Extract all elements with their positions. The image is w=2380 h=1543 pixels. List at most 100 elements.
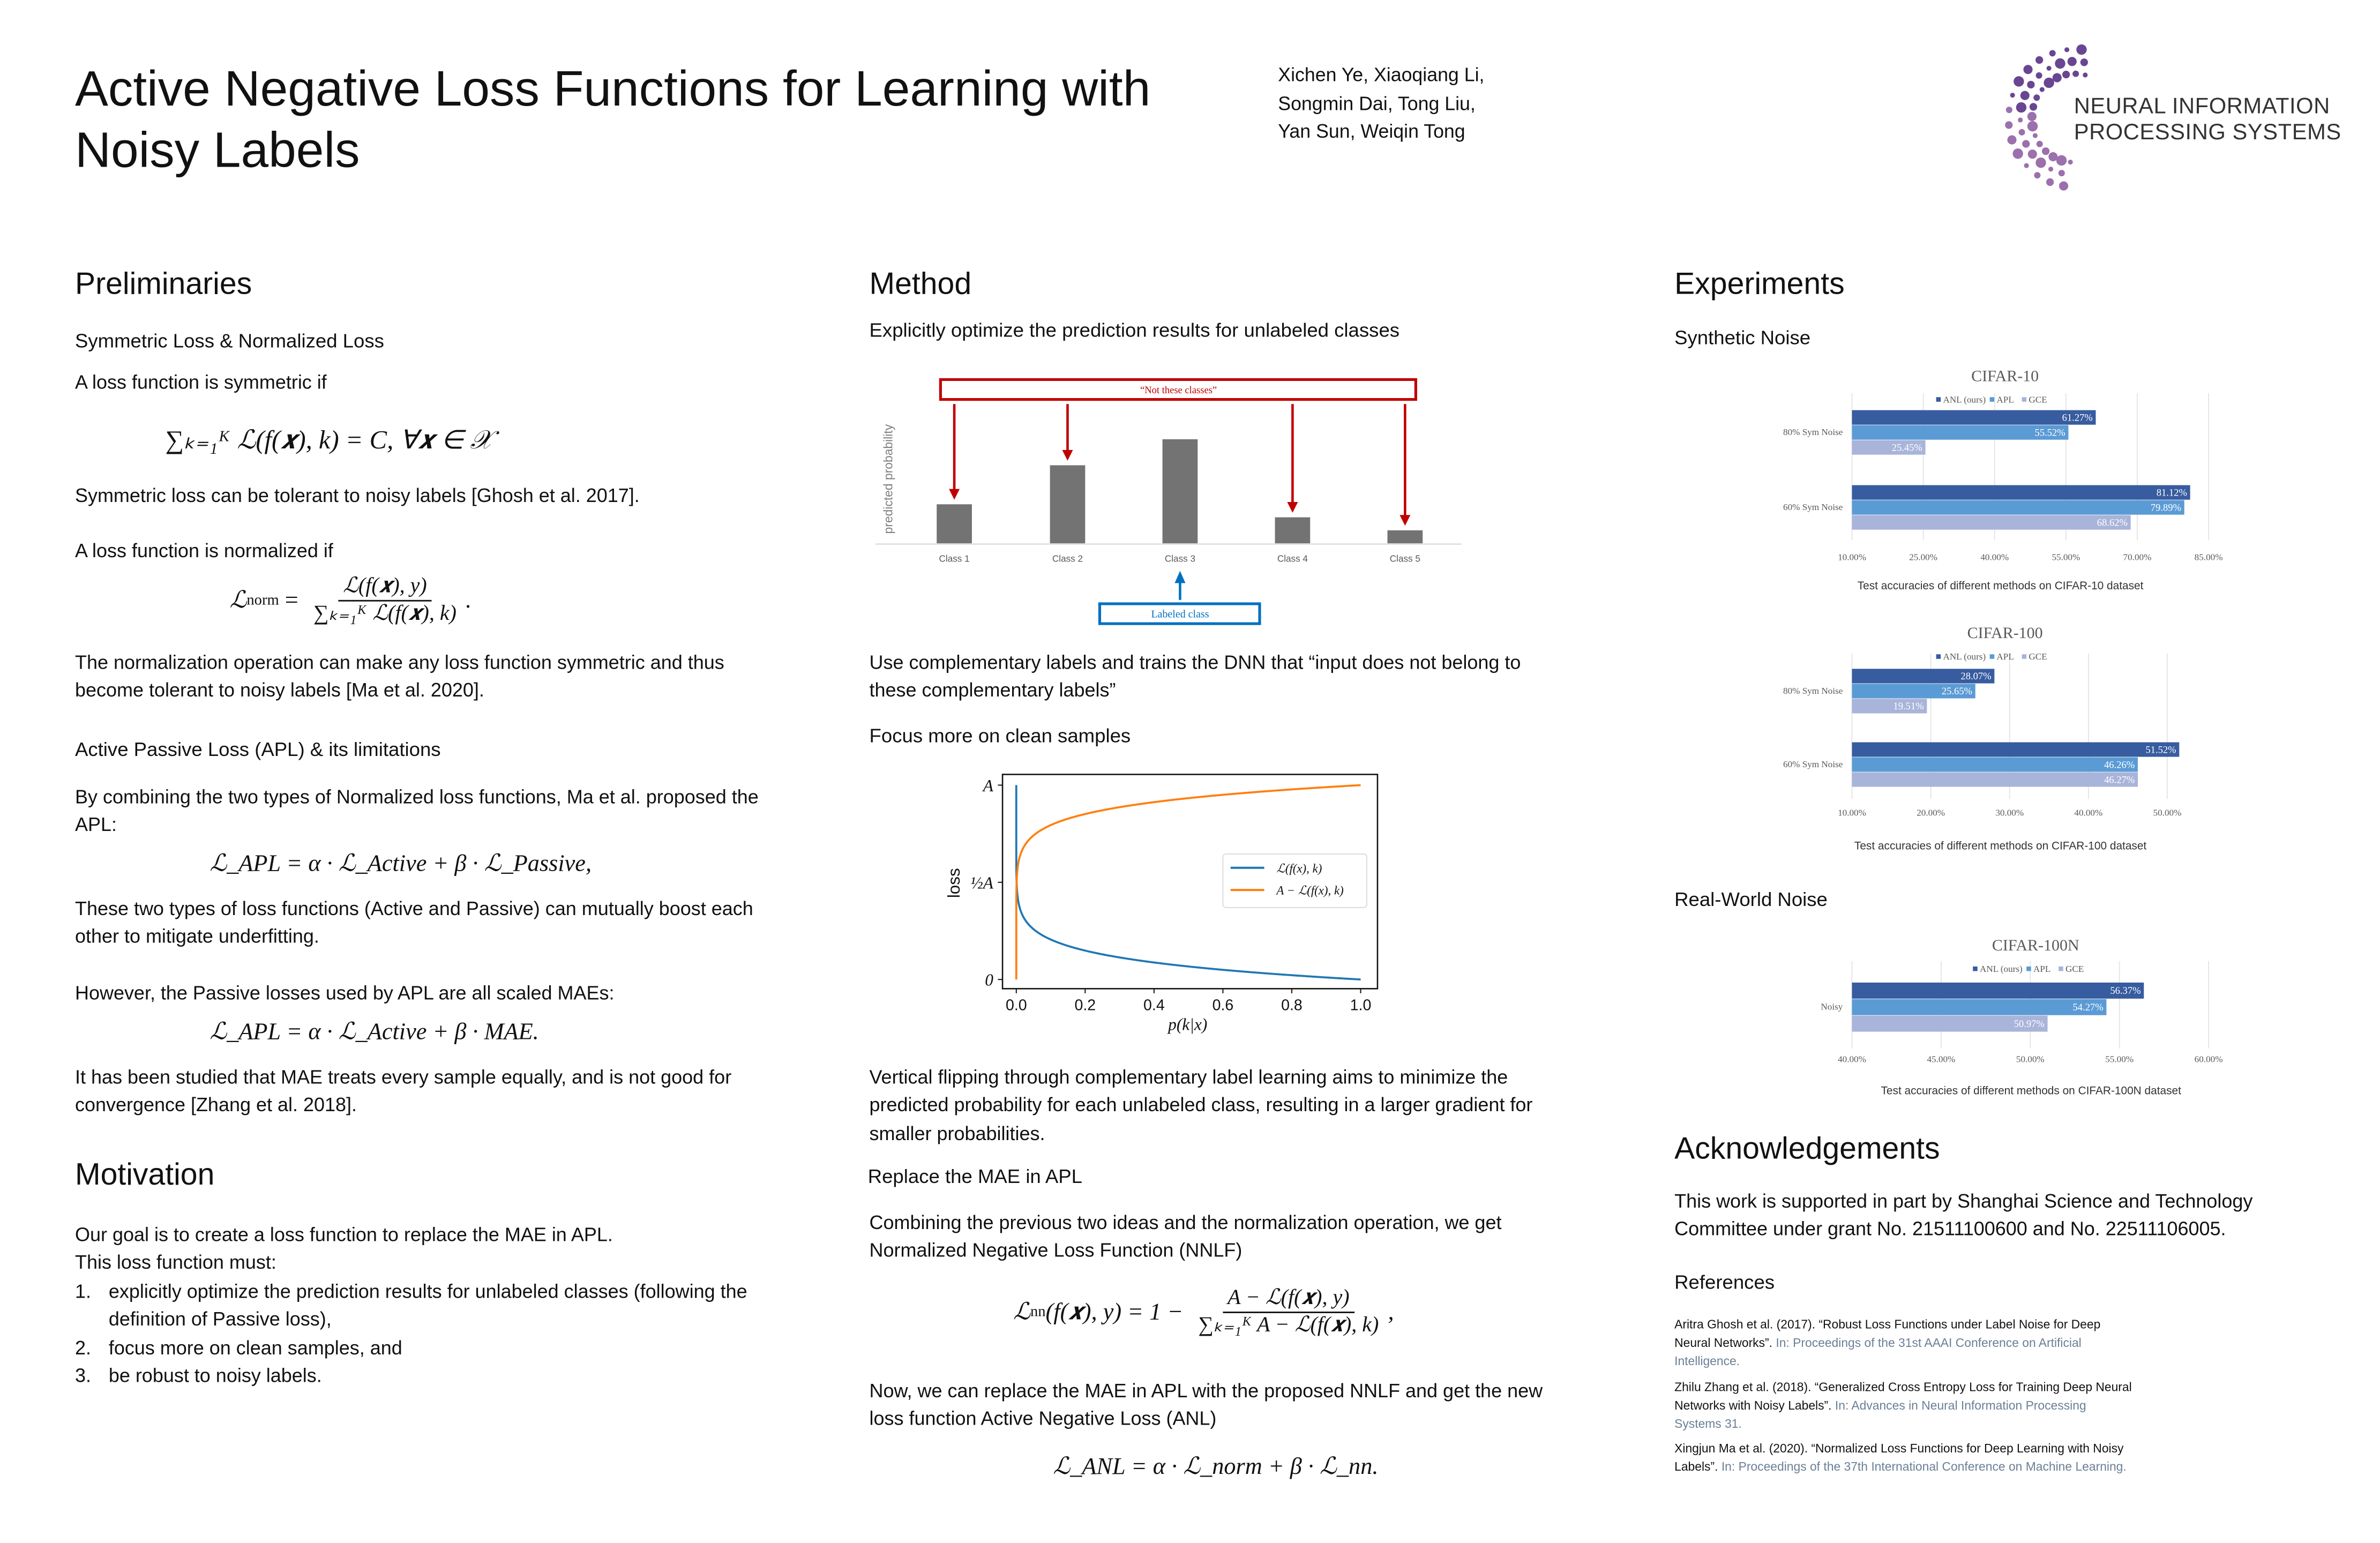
bar bbox=[1852, 772, 2138, 787]
author-line: Xichen Ye, Xiaoqiang Li, bbox=[1278, 64, 1485, 86]
legend-swatch bbox=[2026, 966, 2031, 971]
x-tick-label: 10.00% bbox=[1838, 808, 1866, 818]
legend-swatch bbox=[2059, 966, 2063, 971]
bar-value-label: 51.52% bbox=[2145, 744, 2176, 755]
author-line: Yan Sun, Weiqin Tong bbox=[1278, 121, 1465, 143]
legend-swatch bbox=[1936, 654, 1941, 659]
chart-title: CIFAR-100 bbox=[1967, 624, 2043, 642]
x-tick-label: 0.8 bbox=[1281, 997, 1303, 1014]
author-line: Songmin Dai, Tong Liu, bbox=[1278, 92, 1476, 114]
bar-value-label: 50.97% bbox=[2014, 1018, 2045, 1030]
subheading: Replace the MAE in APL bbox=[867, 1164, 1083, 1188]
eq-end: , bbox=[1388, 1298, 1394, 1325]
list-item: 1. explicitly optimize the prediction res… bbox=[75, 1278, 761, 1334]
x-tick-label: 55.00% bbox=[2105, 1054, 2134, 1064]
bar-value-label: 25.65% bbox=[1942, 686, 1972, 697]
eq-lhs: ℒ bbox=[229, 587, 247, 614]
subheading: Active Passive Loss (APL) & its limitati… bbox=[74, 737, 441, 761]
legend-label: ANL (ours) bbox=[1943, 394, 1986, 405]
logo-dot bbox=[2058, 170, 2065, 177]
category-label: 80% Sym Noise bbox=[1783, 427, 1843, 437]
logo-dot bbox=[2020, 91, 2030, 100]
eq-end: . bbox=[466, 587, 472, 613]
logo-dot bbox=[2064, 47, 2070, 53]
bar bbox=[1852, 515, 2131, 530]
list-text: be robust to noisy labels. bbox=[108, 1365, 322, 1387]
bar-value-label: 56.37% bbox=[2110, 985, 2140, 997]
logo-dot bbox=[2035, 72, 2042, 79]
logo-dot bbox=[2018, 129, 2025, 136]
bar-value-label: 55.52% bbox=[2035, 427, 2065, 438]
logo-dot bbox=[2049, 50, 2056, 57]
subheading: Symmetric Loss & Normalized Loss bbox=[74, 329, 384, 353]
author-list: Xichen Ye, Xiaoqiang Li, Songmin Dai, To… bbox=[1278, 61, 1484, 146]
subheading-references: References bbox=[1674, 1270, 1775, 1293]
arrowhead bbox=[1174, 571, 1186, 583]
logo-dot bbox=[2044, 77, 2054, 88]
reference-item: Zhilu Zhang et al. (2018). “Generalized … bbox=[1674, 1379, 2134, 1435]
logo-dot bbox=[2027, 80, 2035, 89]
eq-sub: norm bbox=[246, 592, 279, 609]
legend-label: ANL (ours) bbox=[1980, 964, 2023, 974]
legend-box bbox=[1222, 853, 1367, 908]
x-axis-label: p(k|x) bbox=[1167, 1015, 1207, 1033]
not-these-classes-label: “Not these classes” bbox=[1140, 385, 1217, 396]
eq-args: (f(𝒙), y) = 1 − bbox=[1045, 1298, 1189, 1325]
logo-dot bbox=[2018, 117, 2023, 123]
category-label: 60% Sym Noise bbox=[1783, 502, 1843, 512]
logo-dot bbox=[2080, 58, 2088, 66]
bar bbox=[1852, 485, 2190, 500]
logo-dot bbox=[2029, 103, 2038, 111]
logo-dot bbox=[2023, 65, 2033, 74]
logo-dot bbox=[2083, 72, 2088, 78]
not-these-classes-box bbox=[939, 378, 1417, 401]
bar bbox=[1852, 1015, 2048, 1032]
poster-title: Active Negative Loss Functions for Learn… bbox=[74, 61, 1151, 178]
x-tick-label: 30.00% bbox=[1995, 808, 2024, 818]
paragraph: Combining the previous two ideas and the… bbox=[869, 1212, 1502, 1262]
list-number: 2. bbox=[74, 1337, 92, 1359]
y-tick-label: 0 bbox=[985, 971, 993, 990]
list-item: 2. focus more on clean samples, and bbox=[75, 1334, 761, 1362]
category-label: Class 4 bbox=[1277, 553, 1308, 564]
logo-dot bbox=[2022, 140, 2030, 148]
legend-label: A − ℒ(f(x), k) bbox=[1275, 884, 1343, 897]
legend-label: GCE bbox=[2065, 964, 2084, 974]
chart-caption: Test accuracies of different methods on … bbox=[1858, 580, 2144, 592]
logo-dot bbox=[2034, 172, 2041, 179]
subheading: Synthetic Noise bbox=[1674, 326, 1811, 349]
chart-caption: Test accuracies of different methods on … bbox=[1854, 840, 2147, 852]
text-line: Our goal is to create a loss function to… bbox=[74, 1224, 613, 1246]
eq-lhs: ℒ bbox=[1013, 1299, 1030, 1325]
bar bbox=[1852, 982, 2144, 999]
bar bbox=[937, 504, 972, 544]
logo-dot bbox=[2062, 70, 2070, 79]
logo-text-line: NEURAL INFORMATION bbox=[2074, 95, 2330, 119]
paragraph: Vertical flipping through complementary … bbox=[869, 1067, 1533, 1145]
legend-swatch bbox=[2022, 397, 2027, 402]
category-label: 60% Sym Noise bbox=[1783, 759, 1843, 769]
logo-dot bbox=[2046, 65, 2052, 71]
eq-fraction: A − ℒ(f(𝒙), y) ∑ₖ₌₁ᴷ A − ℒ(f(𝒙), k) bbox=[1194, 1286, 1383, 1339]
reference-venue: In: Advances in Neural Information Proce… bbox=[1674, 1398, 2086, 1431]
logo-dot bbox=[2046, 178, 2054, 186]
x-tick-label: 85.00% bbox=[2195, 552, 2223, 563]
logo-dot bbox=[2007, 135, 2017, 145]
logo-dot bbox=[2024, 163, 2029, 168]
logo-dot bbox=[2035, 157, 2046, 168]
bar-value-label: 61.27% bbox=[2062, 412, 2093, 423]
bar bbox=[1050, 465, 1086, 544]
x-tick-label: 60.00% bbox=[2195, 1054, 2223, 1064]
neurips-logo: NEURAL INFORMATION PROCESSING SYSTEMS bbox=[2074, 95, 2341, 147]
bar-chart-cifar-100: 10.00% 20.00% 30.00% 40.00% 50.00% CIFAR-100 A… bbox=[1783, 624, 2181, 852]
logo-dot bbox=[2035, 56, 2044, 64]
section-heading-method: Method bbox=[869, 267, 972, 302]
legend-label: APL bbox=[1996, 651, 2014, 662]
x-tick-label: 45.00% bbox=[1927, 1054, 1955, 1064]
paragraph: This work is supported in part by Shangh… bbox=[1674, 1190, 2253, 1241]
y-axis-label: loss bbox=[945, 868, 963, 898]
category-label: Class 5 bbox=[1390, 553, 1420, 564]
legend-swatch bbox=[2022, 654, 2027, 659]
